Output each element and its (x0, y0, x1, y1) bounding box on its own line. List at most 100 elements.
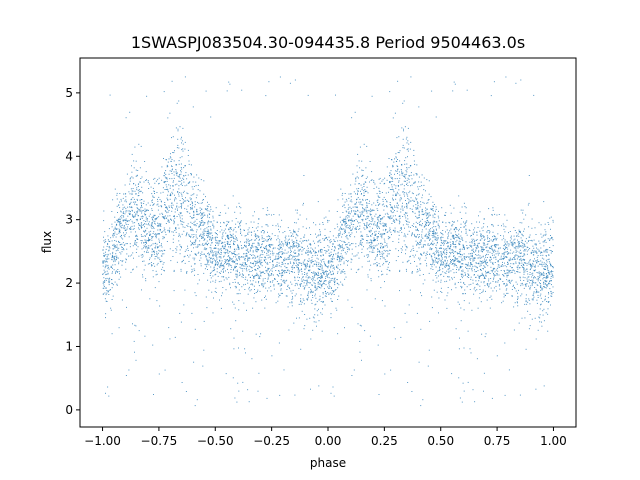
data-point (537, 255, 539, 257)
data-point (319, 231, 321, 233)
data-point (453, 246, 455, 248)
data-point (472, 259, 474, 261)
data-point (362, 170, 364, 171)
data-point (277, 225, 279, 227)
data-point (240, 231, 242, 233)
data-point (338, 261, 340, 263)
data-point (305, 265, 307, 267)
data-point (540, 274, 542, 276)
data-point (251, 234, 252, 236)
data-point (517, 271, 519, 273)
data-point (347, 248, 349, 250)
data-point (104, 261, 106, 263)
data-point (405, 253, 406, 255)
data-point (320, 251, 322, 253)
data-point (542, 287, 544, 289)
data-point (200, 222, 202, 224)
data-point (110, 266, 112, 268)
data-point (110, 309, 112, 311)
data-point (261, 238, 263, 240)
data-point (191, 242, 193, 243)
data-point (156, 243, 158, 245)
data-point (354, 214, 356, 215)
data-point (314, 274, 316, 276)
data-point (242, 264, 243, 266)
data-point (113, 269, 115, 271)
data-point (212, 217, 214, 219)
data-point (181, 140, 183, 142)
data-point (284, 231, 286, 232)
data-point (295, 233, 297, 235)
data-point (436, 221, 438, 223)
data-point (135, 201, 137, 203)
data-point (158, 225, 160, 227)
data-point (140, 240, 142, 241)
data-point (373, 181, 375, 183)
data-point (180, 203, 182, 205)
data-point (172, 256, 174, 257)
data-point (337, 244, 339, 246)
data-point (117, 219, 119, 221)
data-point (309, 277, 311, 279)
data-point (350, 222, 352, 224)
data-point (364, 228, 366, 230)
data-point (117, 257, 119, 259)
data-point (377, 251, 379, 253)
data-point (501, 265, 503, 267)
data-point (395, 187, 397, 189)
data-point (517, 239, 518, 241)
data-point (236, 254, 238, 256)
data-point (105, 313, 107, 315)
data-point (224, 259, 226, 260)
data-point (172, 168, 173, 170)
data-point (298, 303, 300, 305)
data-point (405, 173, 407, 175)
data-point (526, 303, 528, 305)
data-point (311, 256, 313, 258)
data-point (339, 256, 341, 258)
data-point (286, 258, 288, 260)
data-point (140, 190, 142, 192)
data-point (112, 267, 113, 269)
data-point (385, 228, 386, 230)
data-point (201, 235, 203, 237)
data-point (114, 233, 116, 235)
data-point (330, 264, 332, 266)
data-point (251, 239, 253, 241)
data-point (481, 246, 483, 248)
data-point (149, 245, 151, 247)
data-point (149, 213, 151, 215)
data-point (307, 251, 309, 253)
data-point (350, 184, 352, 186)
data-point (535, 234, 537, 235)
data-point (132, 188, 134, 189)
data-point (193, 211, 194, 213)
data-point (543, 268, 545, 270)
data-point (492, 224, 494, 226)
data-point (391, 212, 393, 214)
data-point (386, 206, 388, 208)
data-point (413, 160, 415, 162)
data-point (354, 236, 356, 238)
data-point (161, 231, 163, 233)
data-point (540, 297, 542, 299)
data-point (300, 285, 301, 287)
data-point (539, 282, 540, 284)
data-point (154, 233, 156, 235)
data-point (399, 230, 401, 231)
data-point (473, 244, 475, 246)
data-point (528, 249, 530, 251)
data-point (470, 278, 472, 280)
data-point (253, 257, 255, 259)
data-point (372, 240, 374, 241)
data-point (348, 220, 350, 221)
data-point (221, 295, 222, 297)
data-point (513, 258, 515, 260)
data-point (537, 248, 539, 250)
data-point (163, 181, 165, 183)
data-point (496, 274, 498, 276)
data-point (371, 216, 373, 218)
data-point (334, 289, 336, 291)
data-point (285, 280, 287, 282)
data-point (332, 256, 334, 258)
